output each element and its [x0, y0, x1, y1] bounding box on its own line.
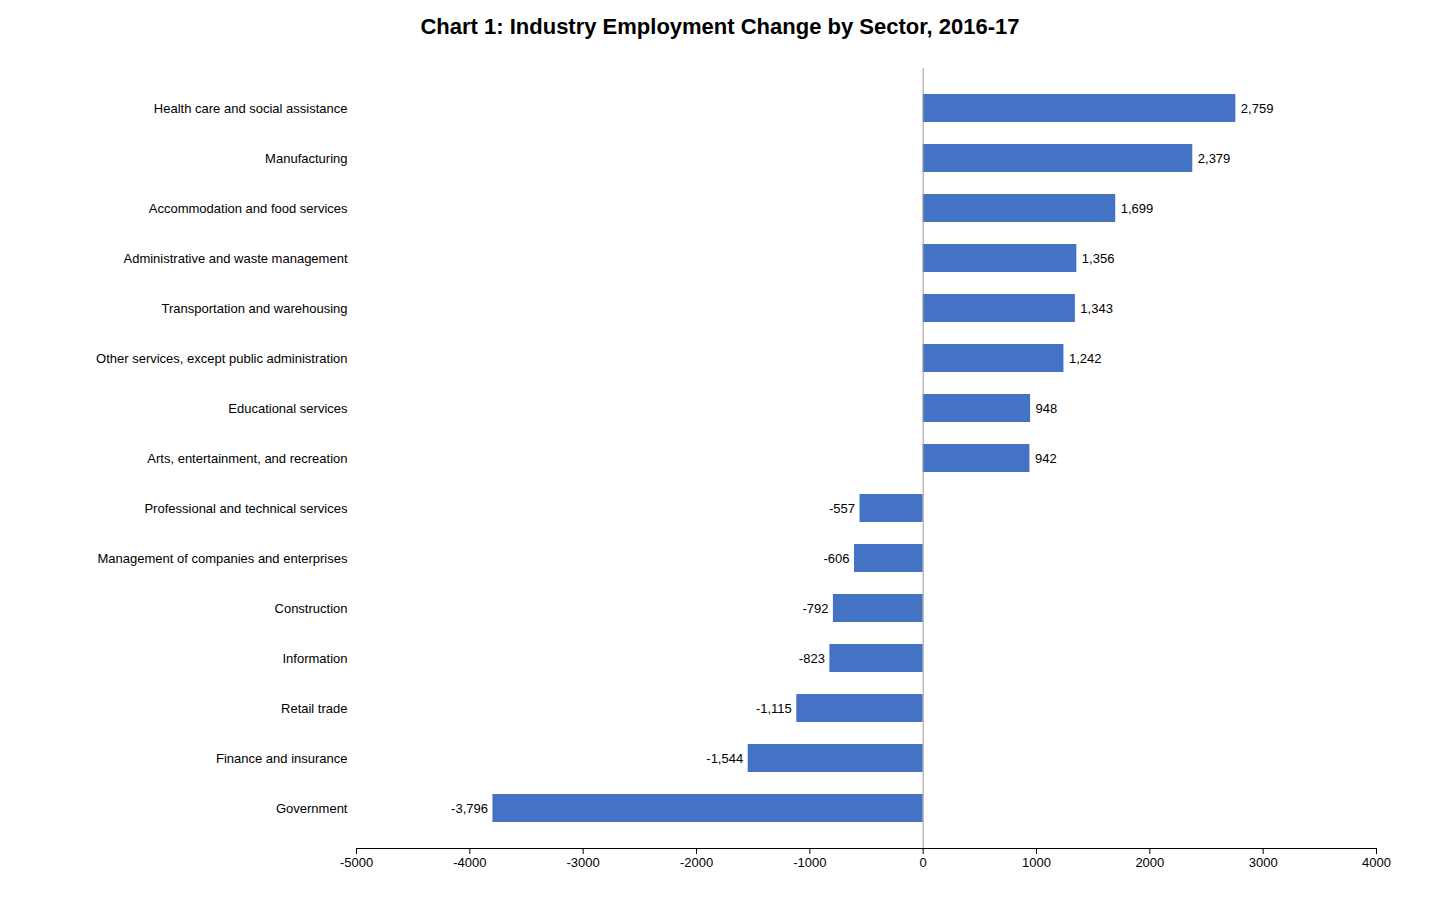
svg-text:0: 0 — [920, 855, 927, 870]
svg-text:2,379: 2,379 — [1198, 151, 1231, 166]
svg-text:Arts, entertainment, and recre: Arts, entertainment, and recreation — [147, 451, 347, 466]
svg-text:-823: -823 — [799, 651, 825, 666]
svg-text:-1000: -1000 — [793, 855, 826, 870]
svg-text:-1,115: -1,115 — [756, 701, 792, 716]
svg-text:Management of companies and en: Management of companies and enterprises — [97, 551, 348, 566]
svg-text:1000: 1000 — [1022, 855, 1051, 870]
svg-text:Finance and insurance: Finance and insurance — [216, 751, 348, 766]
svg-text:Other services, except public: Other services, except public administra… — [96, 351, 347, 366]
html-text:Chart 1: Industry Employment C: Chart 1: Industry Employment Change by S… — [420, 14, 1020, 39]
svg-text:Educational services: Educational services — [228, 401, 348, 416]
svg-text:-3,796: -3,796 — [451, 801, 488, 816]
svg-text:Transportation and warehousing: Transportation and warehousing — [162, 301, 348, 316]
svg-text:Government: Government — [276, 801, 348, 816]
svg-text:Health care and social assista: Health care and social assistance — [154, 101, 348, 116]
svg-text:Retail trade: Retail trade — [281, 701, 347, 716]
svg-text:-3000: -3000 — [567, 855, 600, 870]
svg-text:-792: -792 — [802, 601, 828, 616]
svg-text:2,759: 2,759 — [1241, 101, 1274, 116]
svg-text:Manufacturing: Manufacturing — [265, 151, 347, 166]
svg-text:1,343: 1,343 — [1080, 301, 1113, 316]
svg-text:Construction: Construction — [275, 601, 348, 616]
svg-text:-5000: -5000 — [340, 855, 373, 870]
svg-text:1,356: 1,356 — [1082, 251, 1115, 266]
svg-text:Professional and technical ser: Professional and technical services — [144, 501, 348, 516]
svg-text:3000: 3000 — [1249, 855, 1278, 870]
svg-text:1,242: 1,242 — [1069, 351, 1102, 366]
svg-text:-557: -557 — [829, 501, 855, 516]
svg-text:1,699: 1,699 — [1121, 201, 1154, 216]
svg-text:948: 948 — [1036, 401, 1058, 416]
svg-text:Administrative and waste manag: Administrative and waste management — [123, 251, 347, 266]
svg-text:942: 942 — [1035, 451, 1057, 466]
svg-text:4000: 4000 — [1362, 855, 1391, 870]
svg-text:Information: Information — [282, 651, 347, 666]
svg-text:-1,544: -1,544 — [706, 751, 743, 766]
svg-text:Accommodation and food service: Accommodation and food services — [149, 201, 348, 216]
svg-text:-606: -606 — [823, 551, 849, 566]
svg-text:-4000: -4000 — [453, 855, 486, 870]
svg-text:2000: 2000 — [1135, 855, 1164, 870]
svg-text:-2000: -2000 — [680, 855, 713, 870]
